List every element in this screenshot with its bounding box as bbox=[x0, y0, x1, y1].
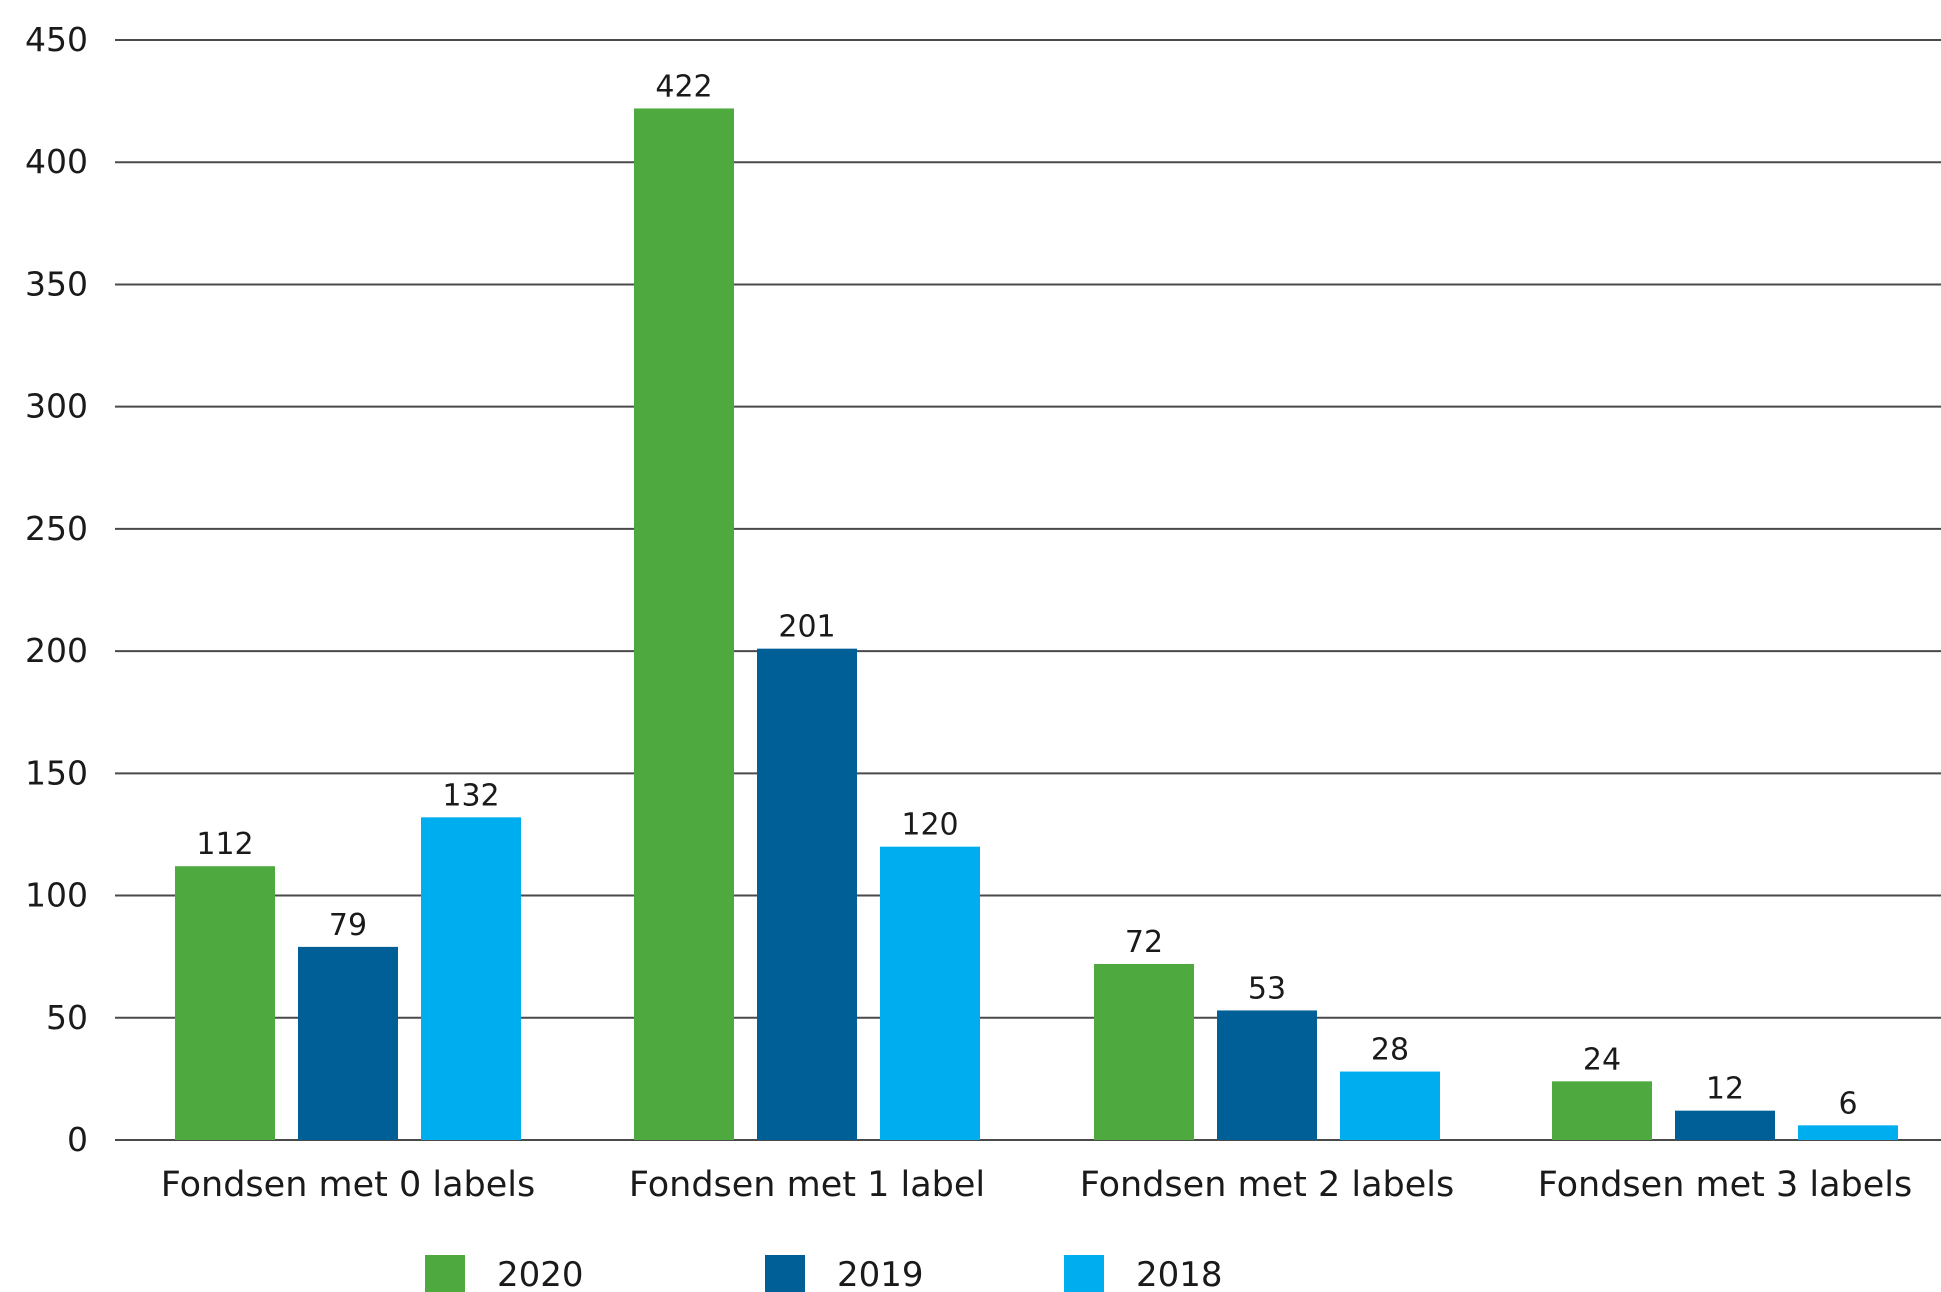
bar-2020-1 bbox=[634, 108, 734, 1140]
bar-2018-0 bbox=[421, 817, 521, 1140]
bar-2020-2 bbox=[1094, 964, 1194, 1140]
y-tick-label: 50 bbox=[46, 998, 88, 1037]
category-label: Fondsen met 0 labels bbox=[161, 1165, 536, 1205]
category-label: Fondsen met 3 labels bbox=[1538, 1165, 1913, 1205]
data-label: 24 bbox=[1583, 1042, 1621, 1077]
data-label: 72 bbox=[1125, 925, 1163, 960]
y-tick-label: 300 bbox=[25, 387, 88, 426]
legend-swatch-2020 bbox=[425, 1255, 465, 1292]
bars bbox=[175, 108, 1898, 1140]
gridlines bbox=[115, 39, 1941, 1141]
bar-2020-0 bbox=[175, 866, 275, 1140]
y-tick-label: 0 bbox=[67, 1120, 88, 1159]
y-tick-label: 150 bbox=[25, 753, 88, 792]
data-label: 53 bbox=[1248, 971, 1286, 1006]
y-tick-label: 400 bbox=[25, 142, 88, 181]
legend-label: 2018 bbox=[1136, 1255, 1223, 1292]
category-label: Fondsen met 1 label bbox=[629, 1165, 985, 1205]
data-label: 6 bbox=[1838, 1086, 1857, 1121]
data-label: 132 bbox=[442, 778, 499, 813]
legend: 2020 2019 2018 bbox=[425, 1255, 1223, 1292]
data-label: 201 bbox=[778, 610, 835, 645]
legend-label: 2020 bbox=[497, 1255, 584, 1292]
data-label: 12 bbox=[1706, 1072, 1744, 1107]
data-label: 112 bbox=[196, 827, 253, 862]
y-tick-label: 450 bbox=[25, 20, 88, 59]
bar-2018-3 bbox=[1798, 1125, 1898, 1140]
y-axis-ticks: 0 50 100 150 200 250 300 350 400 450 bbox=[25, 20, 88, 1159]
data-labels: 112 79 132 422 201 120 72 53 28 24 12 6 bbox=[196, 69, 1857, 1121]
bar-2019-3 bbox=[1675, 1110, 1775, 1140]
data-label: 422 bbox=[655, 69, 712, 104]
y-tick-label: 200 bbox=[25, 631, 88, 670]
legend-swatch-2019 bbox=[765, 1255, 805, 1292]
data-label: 120 bbox=[901, 808, 958, 843]
y-tick-label: 250 bbox=[25, 509, 88, 548]
data-label: 28 bbox=[1371, 1033, 1409, 1068]
x-axis-categories: Fondsen met 0 labels Fondsen met 1 label F… bbox=[161, 1165, 1913, 1205]
bar-2020-3 bbox=[1552, 1081, 1652, 1140]
category-label: Fondsen met 2 labels bbox=[1080, 1165, 1455, 1205]
bar-2019-0 bbox=[298, 946, 398, 1140]
bar-2018-2 bbox=[1340, 1071, 1440, 1140]
y-tick-label: 350 bbox=[25, 264, 88, 303]
bar-2019-1 bbox=[757, 648, 857, 1140]
bar-2018-1 bbox=[880, 846, 980, 1140]
data-label: 79 bbox=[329, 908, 367, 943]
bar-2019-2 bbox=[1217, 1010, 1317, 1140]
legend-label: 2019 bbox=[837, 1255, 924, 1292]
legend-swatch-2018 bbox=[1064, 1255, 1104, 1292]
y-tick-label: 100 bbox=[25, 876, 88, 915]
